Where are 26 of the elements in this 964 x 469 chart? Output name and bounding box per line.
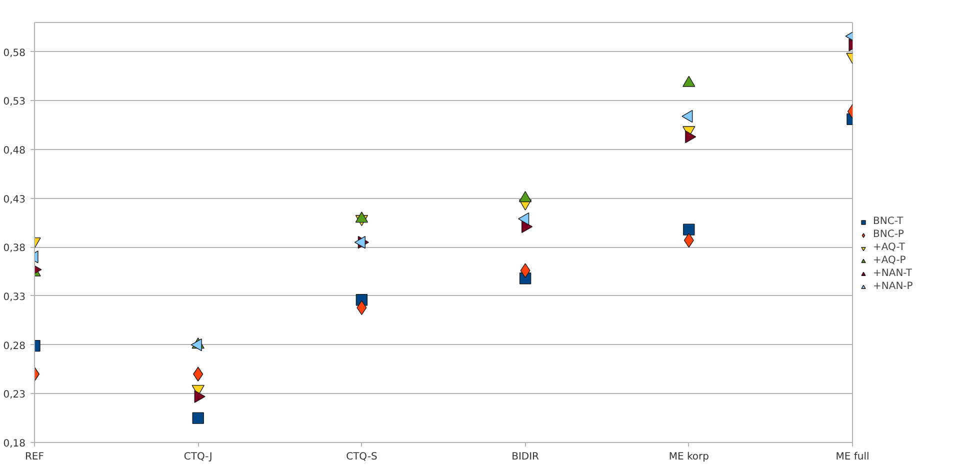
x-tick-label: ME korp	[668, 452, 709, 462]
legend-label: +NAN-T	[873, 268, 912, 279]
point	[520, 263, 530, 278]
x-tick-label: BIDIR	[512, 452, 540, 462]
legend-label: +AQ-P	[873, 255, 906, 266]
y-tick-label: 0,33	[3, 292, 26, 303]
y-tick-label: 0,48	[3, 145, 26, 156]
y-tick-label: 0,28	[3, 340, 26, 352]
x-tick-label: CTQ-S	[346, 452, 378, 462]
x-tick-label: ME full	[836, 452, 870, 462]
legend-label: BNC-P	[873, 229, 904, 240]
legend-label: +NAN-P	[873, 281, 913, 292]
y-tick-label: 0,58	[3, 48, 26, 59]
y-tick-label: 0,53	[3, 96, 26, 108]
y-tick-label: 0,43	[3, 194, 26, 206]
point	[518, 212, 530, 226]
point	[193, 366, 204, 382]
point	[682, 110, 693, 123]
y-tick-label: 0,18	[3, 438, 26, 450]
legend-label: BNC-T	[873, 216, 904, 227]
x-tick-label: REF	[24, 452, 44, 462]
y-tick-label: 0,23	[3, 390, 26, 401]
y-tick-label: 0,38	[3, 243, 26, 254]
legend-label: +AQ-T	[873, 242, 905, 253]
x-tick-label: CTQ-J	[184, 452, 212, 462]
point	[194, 390, 206, 403]
